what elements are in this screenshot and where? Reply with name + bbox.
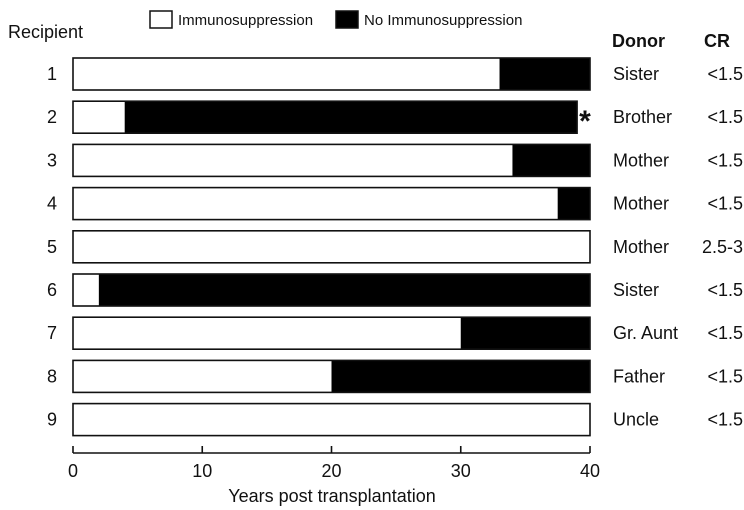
bar-row-8: 8 Father <1.5 <box>47 359 743 394</box>
donor-label: Uncle <box>613 410 659 430</box>
legend-swatch-no-immunosuppression <box>335 10 359 29</box>
x-tick-label: 10 <box>192 461 212 481</box>
legend-label-no-immunosuppression: No Immunosuppression <box>364 12 522 29</box>
recipient-label: 9 <box>47 410 57 430</box>
bar-row-5: 5 Mother 2.5-3 <box>47 230 743 264</box>
cr-label: 2.5-3 <box>702 237 743 257</box>
donor-label: Mother <box>613 150 669 170</box>
bar-row-4: 4 Mother <1.5 <box>47 186 743 221</box>
bar-row-6: 6 Sister <1.5 <box>47 273 743 307</box>
bar-no-immunosuppression <box>331 360 590 393</box>
x-axis: 0 10 20 30 40 <box>68 446 600 481</box>
x-tick-label: 30 <box>451 461 471 481</box>
cr-label: <1.5 <box>707 107 743 127</box>
recipient-label: 8 <box>47 366 57 386</box>
recipient-label: 3 <box>47 150 57 170</box>
cr-label: <1.5 <box>707 280 743 300</box>
cr-label: <1.5 <box>707 323 743 343</box>
asterisk-marker: * <box>579 105 591 138</box>
bar-no-immunosuppression <box>512 144 590 177</box>
bar-immunosuppression <box>73 58 500 90</box>
bar-row-9: 9 Uncle <1.5 <box>47 402 743 437</box>
legend-swatch-immunosuppression <box>149 10 173 29</box>
bar-row-1: 1 Sister <1.5 <box>47 57 743 91</box>
donor-label: Gr. Aunt <box>613 323 678 343</box>
bar-immunosuppression <box>73 187 558 220</box>
bar-outline <box>72 402 591 437</box>
recipient-label: 5 <box>47 237 57 257</box>
cr-label: <1.5 <box>707 410 743 430</box>
bar-immunosuppression <box>73 360 332 393</box>
bar-no-immunosuppression <box>98 274 590 306</box>
recipient-label: 2 <box>47 107 57 127</box>
bar-row-3: 3 Mother <1.5 <box>47 143 743 178</box>
donor-label: Sister <box>613 280 659 300</box>
bar-rows: 1 Sister <1.5 2 * Brother <1.5 3 Mother <1.5 4 Moth… <box>47 57 743 437</box>
bar-immunosuppression <box>73 317 461 350</box>
recipient-label: 1 <box>47 64 57 84</box>
donor-label: Mother <box>613 237 669 257</box>
bar-outline <box>72 273 591 307</box>
recipient-label: 4 <box>47 194 57 214</box>
bar-outline <box>72 57 591 91</box>
recipient-header: Recipient <box>8 22 83 42</box>
bar-outline <box>72 230 591 264</box>
x-tick-label: 0 <box>68 461 78 481</box>
cr-label: <1.5 <box>707 366 743 386</box>
bar-outline <box>72 100 578 134</box>
bar-immunosuppression <box>73 144 513 177</box>
cr-label: <1.5 <box>707 150 743 170</box>
bar-row-7: 7 Gr. Aunt <1.5 <box>47 316 743 351</box>
bar-no-immunosuppression <box>499 58 590 90</box>
donor-label: Brother <box>613 107 672 127</box>
bar-outline <box>72 186 591 221</box>
bar-outline <box>72 316 591 351</box>
bar-outline <box>72 359 591 394</box>
x-tick-label: 20 <box>321 461 341 481</box>
x-tick-label: 40 <box>580 461 600 481</box>
recipient-label: 7 <box>47 323 57 343</box>
bar-no-immunosuppression <box>460 317 590 350</box>
donor-label: Sister <box>613 64 659 84</box>
bar-no-immunosuppression <box>557 187 590 220</box>
bar-immunosuppression <box>73 101 125 134</box>
bar-no-immunosuppression <box>124 101 578 134</box>
recipient-label: 6 <box>47 280 57 300</box>
donor-label: Mother <box>613 194 669 214</box>
bar-immunosuppression <box>73 403 590 436</box>
legend-label-immunosuppression: Immunosuppression <box>178 12 313 29</box>
bar-row-2: 2 * Brother <1.5 <box>47 100 743 138</box>
cr-header: CR <box>704 31 730 51</box>
x-axis-label: Years post transplantation <box>228 486 435 506</box>
cr-label: <1.5 <box>707 64 743 84</box>
bar-immunosuppression <box>73 230 590 263</box>
donor-header: Donor <box>612 31 665 51</box>
bar-immunosuppression <box>73 274 99 306</box>
cr-label: <1.5 <box>707 194 743 214</box>
bar-outline <box>72 143 591 178</box>
donor-label: Father <box>613 366 665 386</box>
legend: Immunosuppression No Immunosuppression <box>149 10 522 29</box>
